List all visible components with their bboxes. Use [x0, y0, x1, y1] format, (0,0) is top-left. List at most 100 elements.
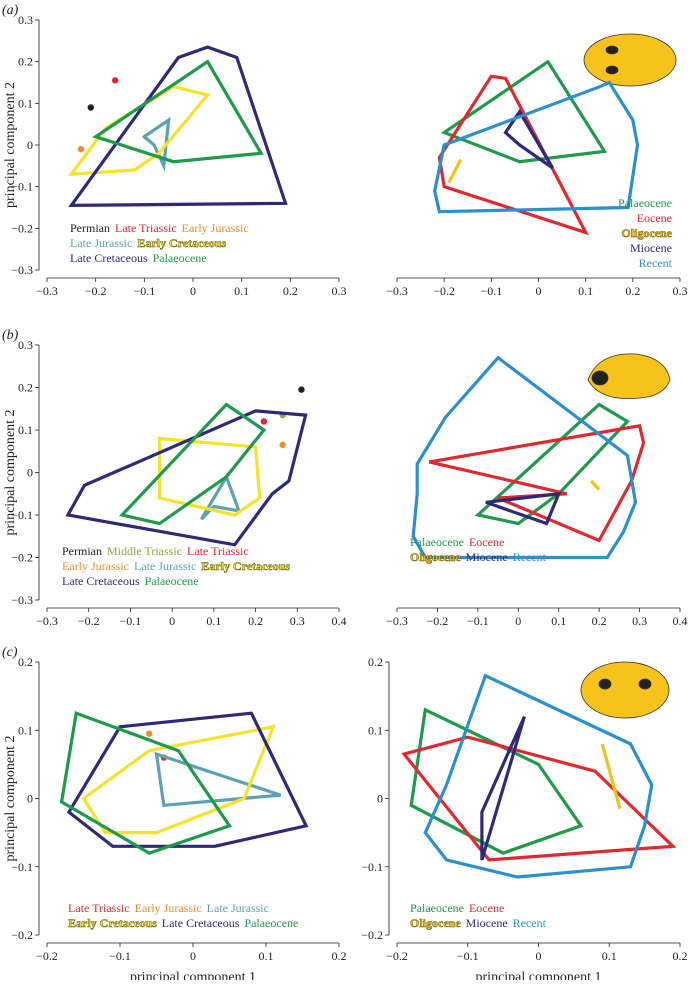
y-tick-label: 0.3	[18, 338, 33, 352]
y-tick-label: −0.1	[11, 180, 33, 194]
legend-entry: Oligocene	[410, 916, 461, 930]
x-tick-label: 0.4	[673, 614, 688, 628]
hull	[474, 402, 630, 526]
y-tick-label: 0.2	[368, 655, 383, 669]
legend-entry: Early Jurassic	[62, 559, 129, 573]
hull	[66, 711, 309, 848]
hull	[141, 116, 171, 172]
x-tick-label: 0.1	[234, 284, 249, 298]
y-tick-label: −0.3	[11, 263, 33, 277]
hull	[600, 743, 622, 810]
x-tick-label: −0.1	[467, 614, 489, 628]
x-tick-label: 0.1	[578, 284, 593, 298]
panel-label: (b)	[2, 328, 19, 343]
x-tick-label: −0.3	[386, 614, 408, 628]
legend-entry: Eocene	[637, 211, 672, 225]
x-axis-label: principal component 1	[130, 970, 256, 980]
y-tick-label: 0	[377, 792, 383, 806]
legend-entry: Palaeocene	[145, 574, 199, 588]
y-tick-label: 0.1	[18, 96, 33, 110]
hull	[65, 409, 308, 547]
legend-entry: Oligocene	[410, 550, 461, 564]
y-tick-label: 0.1	[18, 723, 33, 737]
y-tick-label: 0.1	[368, 723, 383, 737]
y-tick-label: 0.3	[18, 13, 33, 27]
legend-entry: Miocene	[466, 916, 508, 930]
y-tick-label: −0.3	[11, 593, 33, 607]
x-tick-label: 0.3	[632, 614, 647, 628]
legend-entry: Late Jurassic	[207, 901, 269, 915]
legend-entry: Palaeocene	[153, 251, 207, 265]
legend-entry: Early Cretaceous	[137, 236, 226, 250]
legend-entry: Early Cretaceous	[68, 916, 157, 930]
hull	[154, 751, 282, 808]
y-tick-label: −0.1	[361, 860, 383, 874]
hull	[480, 715, 526, 861]
y-tick-label: −0.2	[11, 928, 33, 942]
x-tick-label: −0.1	[133, 284, 155, 298]
legend-entry: Late Cretaceous	[70, 251, 148, 265]
x-tick-label: −0.2	[85, 284, 107, 298]
x-tick-label: 0.2	[625, 284, 640, 298]
y-tick-label: −0.2	[361, 928, 383, 942]
x-tick-label: 0.1	[259, 949, 274, 963]
legend-entry: Palaeocene	[410, 535, 464, 549]
x-tick-label: 0.4	[332, 614, 347, 628]
x-tick-label: −0.3	[386, 284, 408, 298]
y-tick-label: −0.2	[11, 551, 33, 565]
x-tick-label: 0.3	[290, 614, 305, 628]
hull	[92, 59, 264, 164]
hull	[401, 735, 677, 862]
point	[111, 77, 119, 84]
x-tick-label: 0	[169, 614, 175, 628]
x-tick-label: 0	[190, 949, 196, 963]
x-tick-label: −0.2	[78, 614, 100, 628]
x-tick-label: −0.1	[457, 949, 479, 963]
legend-entry: Late Jurassic	[134, 559, 196, 573]
x-tick-label: −0.2	[36, 949, 58, 963]
hull	[447, 158, 463, 184]
y-tick-label: 0	[27, 466, 33, 480]
x-tick-label: −0.2	[433, 284, 455, 298]
y-tick-label: −0.1	[11, 860, 33, 874]
point	[146, 730, 153, 737]
y-tick-label: 0	[27, 138, 33, 152]
y-tick-label: 0.2	[18, 381, 33, 395]
x-tick-label: −0.3	[36, 614, 58, 628]
point	[260, 418, 268, 425]
legend-entry: Eocene	[469, 535, 504, 549]
point	[279, 441, 286, 449]
legend-entry: Recent	[513, 916, 547, 930]
hull	[440, 59, 608, 164]
legend-entry: Late Cretaceous	[62, 574, 140, 588]
legend-entry: Palaeocene	[410, 901, 464, 915]
hull	[589, 479, 601, 491]
x-axis-label: principal component 1	[476, 970, 602, 980]
legend-entry: Permian	[70, 221, 110, 235]
legend-entry: Late Triassic	[68, 901, 130, 915]
y-axis-label: principal component 2	[3, 736, 18, 862]
x-tick-label: −0.1	[109, 949, 131, 963]
legend-entry: Late Cretaceous	[162, 916, 240, 930]
hull	[158, 436, 262, 517]
y-tick-label: −0.1	[11, 508, 33, 522]
x-tick-label: 0.1	[551, 614, 566, 628]
legend-entry: Middle Triassic	[107, 544, 182, 558]
legend-entry: Miocene	[630, 241, 672, 255]
point	[77, 145, 85, 153]
skull-icon	[580, 33, 677, 719]
x-tick-label: 0.1	[602, 949, 617, 963]
legend-entry: Early Jurassic	[182, 221, 249, 235]
legend-entry: Late Triassic	[187, 544, 249, 558]
x-tick-label: −0.2	[427, 614, 449, 628]
y-axis-label: principal component 2	[3, 410, 18, 536]
legend-entry: Permian	[62, 544, 102, 558]
x-tick-label: −0.2	[386, 949, 408, 963]
hull	[411, 355, 638, 560]
legend-entry: Recent	[513, 550, 547, 564]
hull	[81, 724, 276, 835]
x-tick-label: −0.1	[120, 614, 142, 628]
x-tick-label: 0.2	[248, 614, 263, 628]
x-tick-label: −0.1	[480, 284, 502, 298]
